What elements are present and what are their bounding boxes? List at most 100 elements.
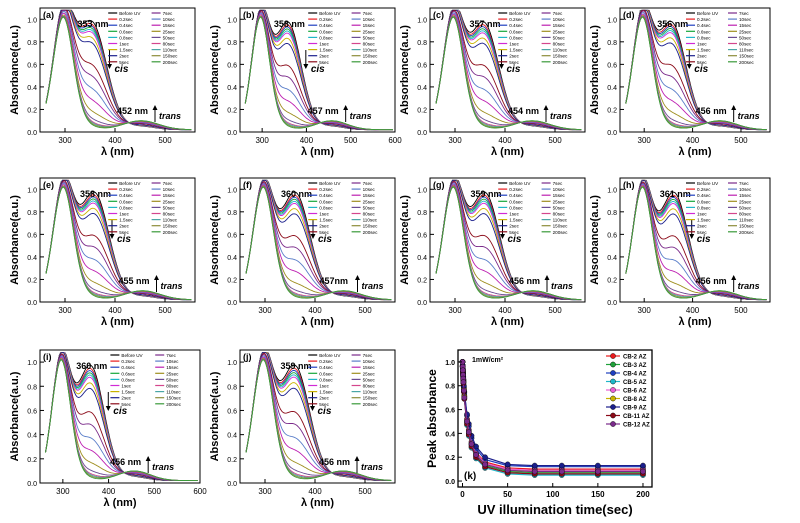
kinetics-series-line [461,361,643,473]
legend-entry: 0.6sec [319,199,333,204]
x-tick-label: 300 [258,306,272,315]
y-tick-label: 0.2 [27,277,37,284]
legend-entry: Before UV [119,181,141,186]
x-tick-label: 400 [308,306,322,315]
legend-entry: 1sec [697,42,707,47]
x-tick-label: 0 [460,490,465,499]
trans-peak-label: 455 nm [119,276,150,286]
trans-peak-label: 457nm [320,276,349,286]
legend-entry: 150sec [363,396,379,401]
y-tick-label: 0.6 [227,232,237,239]
plot-frame [429,7,586,133]
legend-entry: 50sec [166,377,179,382]
legend-entry: 1sec [121,384,131,389]
legend-entry: 15sec [163,193,176,198]
legend-entry: 0.2sec [121,359,135,364]
legend-entry: 2sec [121,396,131,401]
legend-entry: 0.6sec [509,29,523,34]
legend-entry: 200sec [163,60,179,65]
legend-marker [610,370,616,376]
legend-marker [610,412,616,419]
legend-entry: 2sec [509,54,519,59]
legend-entry: 25sec [553,29,566,34]
legend-entry: 10sec [163,187,176,192]
legend-entry: CB-5 AZ [623,380,647,386]
legend-entry: Before UV [697,181,719,186]
legend-entry: 200sec [739,230,755,235]
spectrum-curve [45,179,192,301]
legend-entry: 200sec [739,60,755,65]
legend-entry: 25sec [166,371,179,376]
legend-entry: 1.5sec [509,48,523,53]
y-tick-label: 0.6 [607,62,617,69]
trans-peak-label: 456 nm [110,457,141,467]
spectrum-curve [245,186,392,300]
legend-entry: 0.8sec [319,205,333,210]
x-axis-label: λ (nm) [679,316,712,328]
y-tick-label: 0.6 [445,408,455,415]
x-axis-label: λ (nm) [491,316,524,328]
x-tick-label: 200 [636,490,650,499]
legend-entry: 80sec [363,212,376,217]
kinetics-point [466,429,472,436]
kinetics-series-line [461,361,643,474]
legend-entry: 25sec [739,199,752,204]
plot-frame [239,7,396,133]
legend-entry: 0.8sec [119,35,133,40]
trans-arrowhead [354,456,360,461]
y-tick-label: 1.0 [227,17,237,24]
legend-entry: 5sec [319,60,329,65]
legend-entry: 10sec [363,187,376,192]
legend-entry: 80sec [166,384,179,389]
kinetics-point [461,387,467,394]
legend-entry: 25sec [363,199,376,204]
x-tick-label: 300 [58,136,72,145]
legend-entry: 0.2sec [319,17,333,22]
peak-label: 357 nm [470,19,501,29]
legend-marker [610,361,616,368]
y-tick-label: 0.4 [227,255,237,262]
y-tick-label: 0.8 [607,40,617,47]
plot-frame [39,177,196,303]
legend-entry: 1.5sec [319,48,333,53]
y-tick-label: 0.8 [27,210,37,217]
y-tick-label: 0.6 [417,232,427,239]
legend-entry: 25sec [363,29,376,34]
y-tick-label: 0.4 [27,255,37,262]
legend-entry: 0.2sec [509,17,523,22]
cis-arrowhead [310,234,316,239]
legend-entry: 150sec [553,54,569,59]
kinetics-point [531,462,538,469]
cis-label: cis [508,234,522,245]
y-tick-label: 0.2 [27,457,37,464]
kinetics-point [461,394,468,401]
legend-entry: 5sec [509,230,519,235]
legend-entry: 5sec [121,402,131,407]
y-tick-label: 0.2 [227,107,237,114]
legend-entry: 1sec [319,384,329,389]
legend-entry: 0.8sec [121,377,135,382]
y-tick-label: 0.6 [27,62,37,69]
x-axis-label: λ (nm) [679,146,712,158]
kinetics-point [460,379,467,385]
legend-entry: 2sec [119,224,129,229]
y-tick-label: 1.0 [27,360,37,367]
x-tick-label: 300 [258,487,272,496]
legend-entry: 50sec [553,205,566,210]
trans-label: trans [161,281,183,291]
legend-entry: 5sec [697,60,707,65]
legend-entry: Before UV [509,181,531,186]
spectrum-curve [435,16,582,131]
cis-label: cis [318,406,332,417]
y-tick-label: 0.2 [417,277,427,284]
peak-label: 356 nm [657,19,688,29]
legend-entry: 1.5sec [319,218,333,223]
plot-frame [239,177,396,303]
legend-entry: 1sec [319,42,329,47]
legend-entry: 2sec [319,224,329,229]
legend-entry: 1sec [319,212,329,217]
legend-entry: 15sec [363,23,376,28]
legend-entry: 2sec [697,224,707,229]
x-tick-label: 600 [193,487,207,496]
y-axis-label: Absorbance(a.u.) [589,195,601,285]
